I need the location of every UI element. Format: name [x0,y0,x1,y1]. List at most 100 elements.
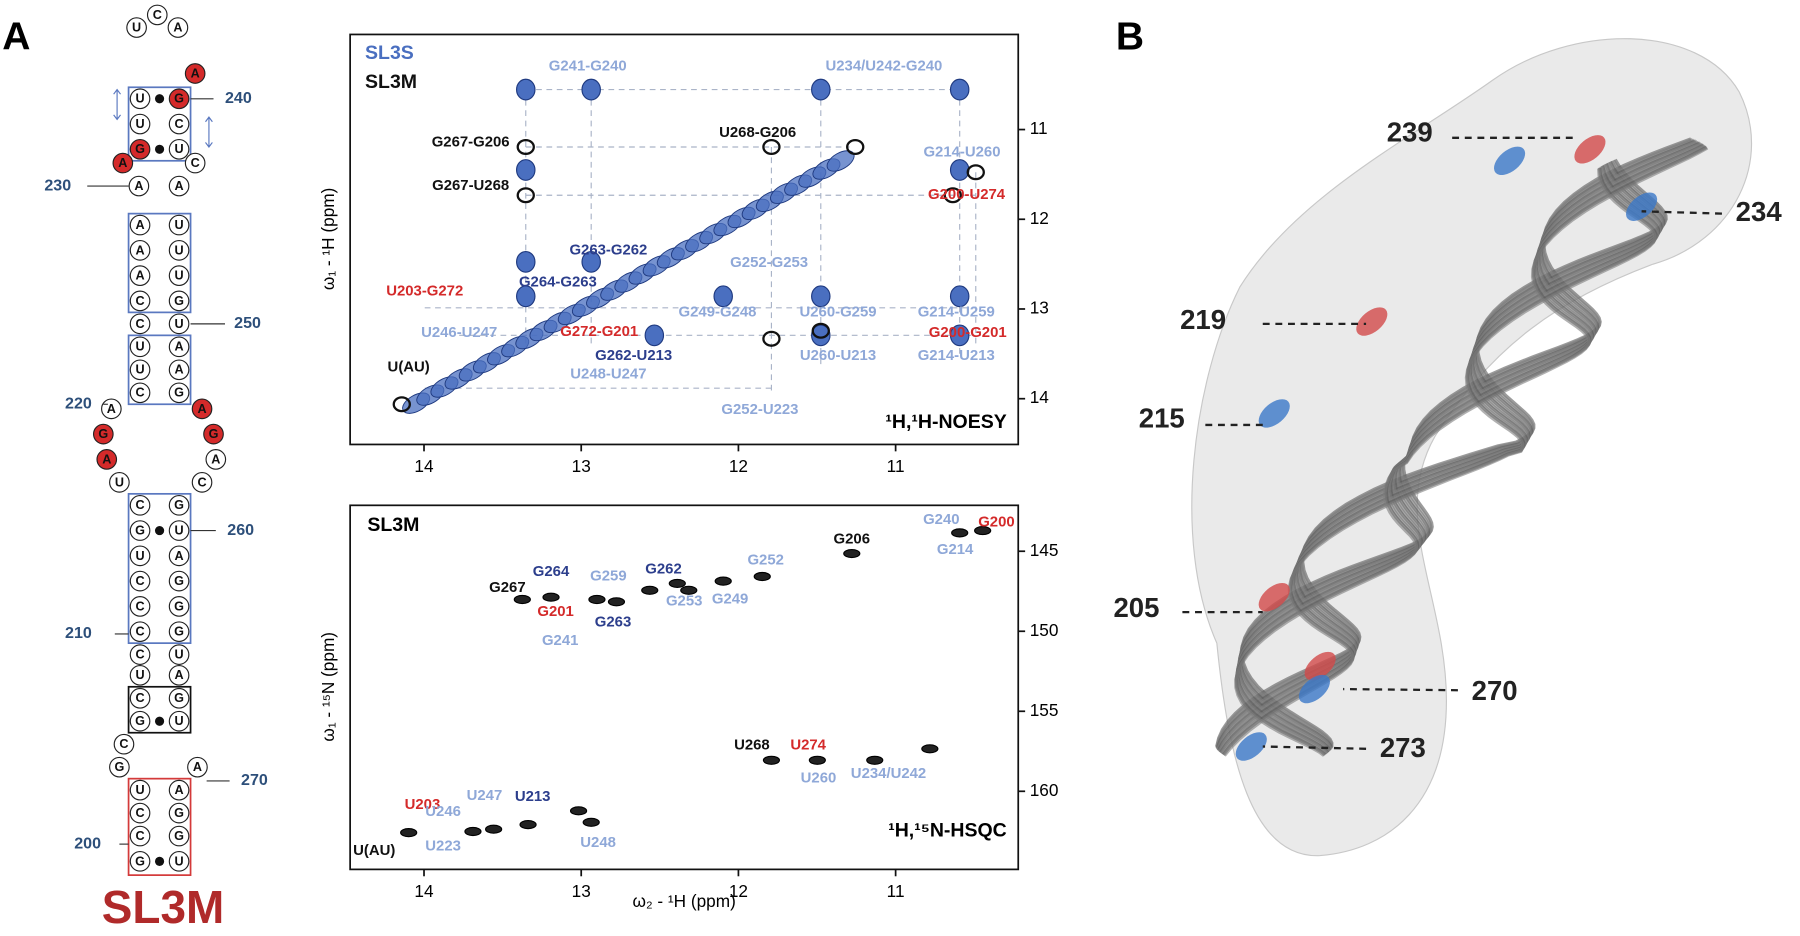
nucleotide-letter: G [174,625,184,639]
helix-ensemble [1215,135,1709,761]
y-tick-label: 14 [1030,387,1050,407]
nucleotide [168,802,190,824]
nucleotide [129,825,151,847]
peak-label: U(AU) [388,358,430,375]
nucleotide [129,313,151,335]
nucleotide-letter: G [174,829,184,843]
sample-label: SL3M [367,514,419,536]
nucleotide [203,423,224,445]
nucleotide-letter: C [135,574,144,588]
nucleotide-letter: A [107,402,116,416]
nucleotide [129,570,151,592]
cross-peak [516,285,536,308]
cross-peak [762,138,781,156]
nucleotide [168,138,190,160]
x-tick-label: 14 [414,881,434,901]
hsqc-frame [349,504,1020,871]
nucleotide-letter: C [135,829,144,843]
nucleotide [168,88,190,110]
wobble-dot [154,856,165,866]
nucleotide-letter: U [135,783,144,797]
nucleotide [168,175,190,197]
peak-label: G264 [533,563,570,580]
nucleotide [126,17,147,38]
peak-label: U(AU) [353,842,395,859]
residue-number: 240 [225,89,252,107]
nucleotide-letter: U [132,20,141,34]
residue-label: 270 [1472,675,1518,706]
peak-label: G200-G201 [929,324,1007,341]
stem-box [127,86,192,162]
nucleotide [129,88,151,110]
nucleotide [129,545,151,567]
peak-label: G253 [666,593,702,610]
nucleotide [168,570,190,592]
peak-label: G214 [937,541,974,558]
x-tick-label: 12 [729,456,748,476]
y-tick-label: 150 [1030,620,1059,640]
nucleotide-letter: U [175,269,184,283]
nucleotide [129,644,151,665]
peak-label: U248-U247 [570,365,646,382]
nucleotide-letter: A [175,179,184,193]
nucleotide-letter: A [175,549,184,563]
peak-label: G262-U213 [595,347,672,364]
nucleotide-letter: G [135,854,145,868]
nucleotide [129,290,151,312]
nucleotide [168,113,190,135]
peak-label: G214-U260 [923,144,1000,161]
nucleotide-letter: G [209,427,219,441]
construct-name: SL3M [102,881,224,933]
nucleotide [167,17,189,38]
hsqc-peak [513,594,531,605]
nucleotide-letter: G [174,691,184,705]
peak-label: G267-U268 [432,177,509,194]
cross-peak [811,285,831,308]
nucleotide-letter: G [174,574,184,588]
nucleotide [168,265,190,286]
residue-highlight [1258,399,1290,428]
residue-label: 239 [1387,117,1433,148]
nucleotide [168,596,190,617]
peak-label: U260-U213 [800,347,876,364]
nucleotide [96,449,118,470]
nucleotide-letter: U [175,648,184,662]
leader-line [1262,745,1367,750]
nucleotide [129,113,151,135]
peak-label: G262 [645,561,681,578]
nucleotide-letter: A [191,66,200,80]
cross-peak [811,322,830,339]
nucleotide [129,336,151,358]
cross-peak [644,324,665,347]
nucleotide [168,240,190,261]
x-tick-label: 13 [572,881,591,901]
nucleotide-letter: A [135,269,144,283]
legend-entry: SL3M [365,71,417,93]
wobble-dot [154,525,165,536]
nucleotide [168,382,190,404]
wobble-dot [154,94,165,104]
hsqc-peak [843,548,861,559]
cross-peak [943,187,962,204]
residue-highlight [1494,146,1526,176]
hsqc-peak [668,578,686,589]
nucleotide-letter: G [135,142,145,156]
y-axis-label: ω₁ - ¹⁵N (ppm) [318,632,338,742]
nucleotide [168,851,190,872]
cross-peak [949,285,970,308]
peak-label: G252 [747,551,783,568]
panel-label: A [2,15,30,58]
experiment-label: ¹H,¹H-NOESY [885,411,1006,433]
residue-label: 215 [1139,403,1185,434]
hsqc-peak [569,806,588,816]
arrow [205,116,213,148]
peak-label: U223 [425,837,461,854]
hsqc-peak [714,576,732,586]
nucleotide-letter: A [102,452,111,466]
hsqc-peak [951,528,969,538]
noesy-frame [349,33,1020,446]
peak-label: G263-G262 [569,241,647,258]
helix-strand [1234,146,1709,757]
x-tick-label: 11 [887,456,905,476]
peak-label: U213 [515,788,551,805]
